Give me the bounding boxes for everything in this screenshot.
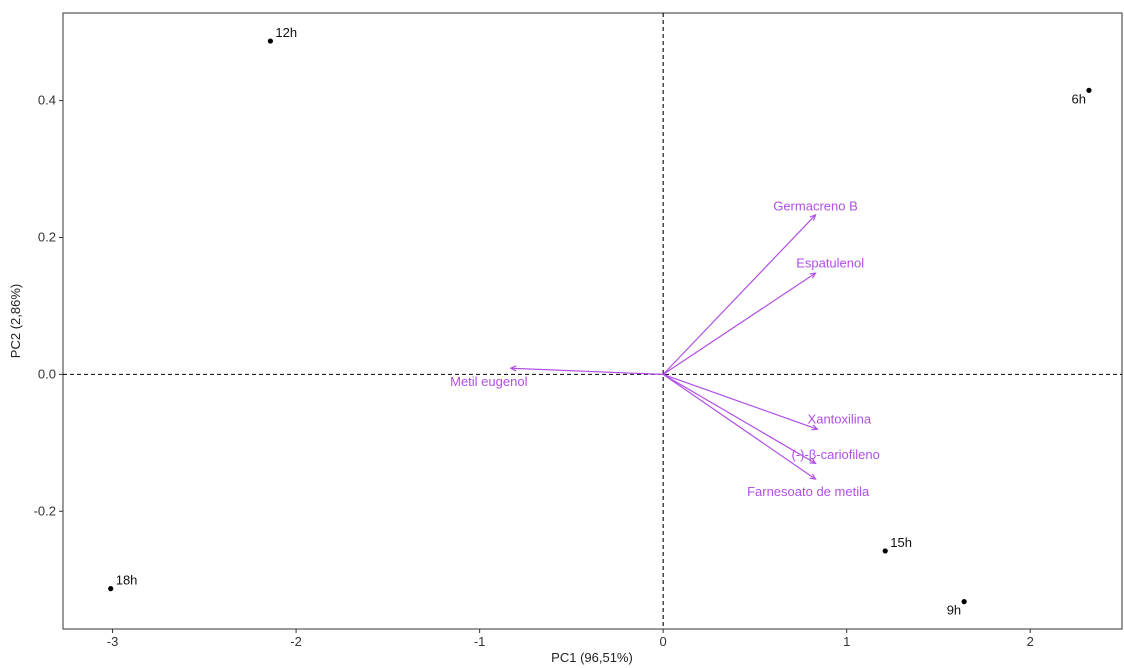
x-tick-label: 1 bbox=[843, 634, 850, 649]
score-point-label: 6h bbox=[1071, 91, 1085, 106]
reference-lines bbox=[63, 13, 1122, 629]
score-point bbox=[961, 599, 967, 605]
y-tick-label: 0.4 bbox=[38, 93, 56, 108]
y-tick-label: -0.2 bbox=[34, 503, 56, 518]
loading-vector-arrowhead bbox=[811, 424, 819, 431]
score-points: 12h 6h 18h 15h 9h bbox=[108, 25, 1092, 618]
score-point-label: 12h bbox=[275, 25, 297, 40]
y-tick-label: 0.0 bbox=[38, 366, 56, 381]
x-tick-label: 0 bbox=[660, 634, 667, 649]
loading-vector-line bbox=[510, 367, 664, 375]
x-axis-title: PC1 (96,51%) bbox=[551, 650, 633, 665]
plot-panel bbox=[62, 12, 1123, 630]
x-tick-label: -1 bbox=[474, 634, 486, 649]
x-tick-label: -2 bbox=[290, 634, 302, 649]
x-axis-ticks: -3 -2 -1 0 1 2 bbox=[107, 629, 1034, 649]
score-point-label: 9h bbox=[947, 603, 961, 618]
x-tick-label: 2 bbox=[1027, 634, 1034, 649]
loading-vector-line bbox=[662, 214, 816, 375]
loading-vector-line bbox=[662, 373, 816, 480]
loading-vector-line bbox=[662, 373, 816, 464]
loading-vector-arrowhead bbox=[809, 213, 817, 221]
loading-vector-label: Espatulenol bbox=[796, 256, 864, 271]
score-point-label: 15h bbox=[890, 535, 912, 550]
score-point bbox=[267, 38, 273, 44]
score-point-label: 18h bbox=[116, 573, 138, 588]
loading-vector-line bbox=[662, 373, 818, 430]
y-tick-label: 0.2 bbox=[38, 229, 56, 244]
score-point bbox=[882, 548, 888, 554]
loading-vector-arrowhead bbox=[509, 365, 517, 372]
loading-vector-label: Germacreno B bbox=[773, 199, 858, 214]
loading-vector-label: (-)-β-cariofileno bbox=[791, 447, 879, 462]
score-point bbox=[108, 586, 114, 592]
loading-vector-label: Metil eugenol bbox=[450, 374, 527, 389]
loading-vector-line bbox=[662, 272, 816, 375]
loading-vector-label: Farnesoato de metila bbox=[747, 484, 870, 499]
y-axis-ticks: -0.2 0.0 0.2 0.4 bbox=[34, 93, 63, 518]
y-axis-title: PC2 (2,86%) bbox=[8, 284, 23, 358]
loading-vectors: Germacreno B Espatulenol Metil eugenol Xant… bbox=[450, 199, 880, 499]
score-point bbox=[1086, 87, 1092, 93]
loading-vector-label: Xantoxilina bbox=[808, 412, 872, 427]
loading-vector-arrowhead bbox=[809, 272, 817, 279]
loading-vector-arrowhead bbox=[809, 473, 817, 480]
x-tick-label: -3 bbox=[107, 634, 119, 649]
loading-vector-arrowhead bbox=[809, 458, 817, 465]
